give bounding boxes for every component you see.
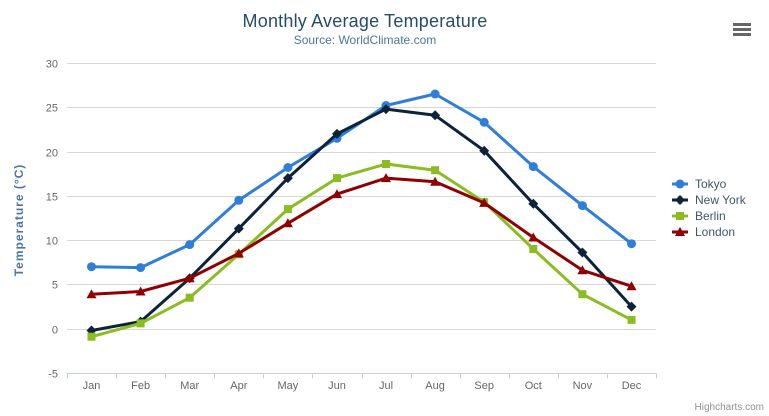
legend-label: London — [695, 225, 736, 239]
context-menu-button[interactable] — [733, 23, 751, 36]
series-new-york[interactable] — [86, 104, 637, 336]
circle-marker — [675, 179, 685, 189]
diamond-marker — [675, 195, 685, 205]
triangle-marker — [430, 176, 441, 186]
hamburger-icon — [733, 28, 751, 31]
legend-label: Tokyo — [695, 177, 727, 191]
x-axis-label: Dec — [622, 380, 642, 392]
chart-title: Monthly Average Temperature — [242, 11, 488, 31]
circle-marker — [479, 117, 489, 127]
y-axis-label: -5 — [48, 369, 58, 381]
x-axis-label: May — [278, 380, 299, 392]
triangle-marker — [675, 227, 685, 236]
x-axis-label: Jul — [379, 380, 393, 392]
square-marker — [185, 293, 194, 302]
triangle-marker — [282, 218, 293, 228]
x-axis-label: Nov — [573, 380, 593, 392]
triangle-marker — [626, 281, 637, 291]
circle-marker — [185, 240, 195, 250]
legend-item-london[interactable]: London — [671, 224, 746, 240]
y-axis-label: 25 — [46, 103, 58, 115]
x-axis-label: Sep — [474, 380, 494, 392]
diamond-marker — [381, 104, 391, 115]
series-line-new-york — [90, 107, 633, 332]
y-axis-label: 30 — [46, 59, 58, 71]
legend-label: New York — [695, 193, 746, 207]
circle-marker — [577, 201, 587, 211]
triangle-marker — [233, 248, 244, 258]
x-axis-label: Oct — [525, 380, 542, 392]
circle-marker — [234, 195, 244, 205]
square-marker — [136, 319, 145, 328]
triangle-marker — [479, 197, 490, 207]
legend-symbol-triangle — [672, 227, 688, 236]
triangle-marker — [528, 232, 539, 242]
diamond-marker — [332, 128, 342, 139]
x-axis-label: Jan — [83, 380, 101, 392]
circle-marker — [283, 163, 293, 172]
legend-label: Berlin — [695, 209, 726, 223]
y-axis-label: 10 — [46, 236, 58, 248]
triangle-marker — [577, 265, 588, 275]
square-marker — [431, 166, 440, 175]
diamond-marker — [479, 145, 490, 156]
square-marker — [578, 290, 587, 299]
diamond-marker — [577, 247, 588, 258]
triangle-marker — [381, 173, 391, 183]
y-axis-label: 20 — [46, 148, 58, 160]
square-marker — [333, 174, 341, 183]
circle-marker — [430, 89, 440, 99]
series-line-london — [90, 176, 633, 296]
series-tokyo[interactable] — [87, 89, 636, 273]
credits-link[interactable]: Highcharts.com — [694, 402, 764, 413]
hamburger-icon — [733, 23, 751, 26]
circle-marker — [136, 263, 146, 273]
square-marker — [676, 212, 684, 220]
diamond-marker — [233, 223, 244, 234]
square-marker — [382, 160, 390, 168]
x-axis-label: Mar — [180, 380, 199, 392]
triangle-marker — [184, 273, 195, 283]
x-axis-label: Aug — [425, 380, 445, 392]
y-axis-label: 0 — [52, 325, 58, 337]
chart-subtitle: Source: WorldClimate.com — [293, 33, 437, 47]
y-axis-label: 15 — [46, 192, 58, 204]
x-axis-label: Jun — [328, 380, 346, 392]
legend-symbol-diamond — [672, 195, 688, 205]
y-axis-title: Temperature (°C) — [12, 163, 26, 277]
triangle-marker — [135, 286, 146, 296]
legend-item-tokyo[interactable]: Tokyo — [671, 176, 746, 192]
diamond-marker — [282, 173, 293, 184]
circle-marker — [87, 262, 96, 272]
legend: Tokyo New York Berlin London — [671, 176, 746, 240]
triangle-marker — [86, 289, 97, 299]
diamond-marker — [430, 110, 441, 121]
circle-marker — [528, 162, 538, 172]
legend-symbol-circle — [672, 179, 688, 189]
diamond-marker — [528, 198, 539, 209]
legend-item-berlin[interactable]: Berlin — [671, 208, 746, 224]
series-london[interactable] — [86, 173, 637, 299]
square-marker — [87, 332, 96, 341]
y-axis-label: 5 — [52, 280, 58, 292]
x-axis-label: Apr — [230, 380, 247, 392]
triangle-marker — [332, 189, 342, 199]
hamburger-icon — [733, 33, 751, 36]
diamond-marker — [626, 301, 637, 312]
square-marker — [283, 205, 292, 214]
legend-symbol-square — [672, 212, 688, 220]
square-marker — [627, 315, 636, 324]
legend-item-new-york[interactable]: New York — [671, 192, 746, 208]
series-line-berlin — [90, 162, 633, 339]
square-marker — [529, 245, 538, 253]
x-axis-label: Feb — [131, 380, 150, 392]
circle-marker — [627, 239, 636, 249]
